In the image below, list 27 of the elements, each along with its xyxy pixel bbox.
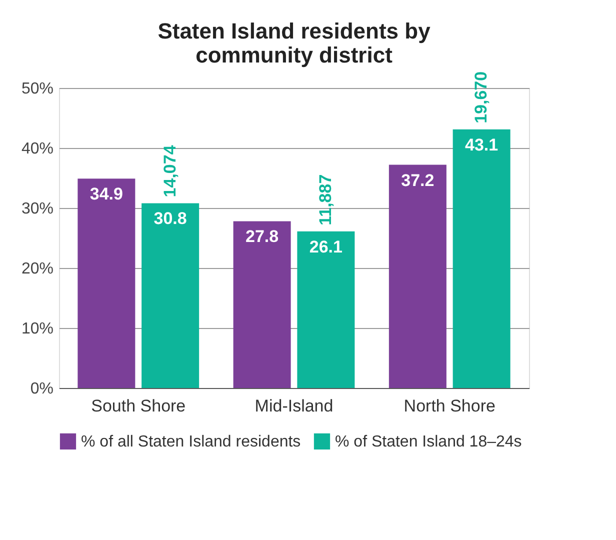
annotation: 14,074 <box>160 144 180 198</box>
x-tick-label: Mid-Island <box>254 396 334 416</box>
data-label: 43.1 <box>465 135 498 154</box>
bar <box>297 231 355 388</box>
bar <box>142 203 200 388</box>
legend-label: % of Staten Island 18–24s <box>335 433 522 450</box>
annotation: 11,887 <box>316 174 335 226</box>
chart-title: Staten Island residents by community district <box>158 18 432 68</box>
legend-label: % of all Staten Island residents <box>81 433 301 450</box>
y-tick-label: 20% <box>21 260 54 278</box>
data-label: 37.2 <box>401 170 434 190</box>
y-tick-label: 10% <box>21 320 54 338</box>
bar <box>78 178 136 388</box>
y-tick-label: 40% <box>21 140 54 158</box>
y-tick-label: 30% <box>21 200 54 218</box>
data-label: 30.8 <box>154 209 187 228</box>
bar <box>388 164 446 388</box>
y-tick-label: 0% <box>30 380 54 398</box>
bar <box>233 221 291 388</box>
data-label: 26.1 <box>309 237 342 256</box>
data-label: 34.9 <box>90 184 123 204</box>
annotation: 19,670 <box>472 71 491 124</box>
bar <box>452 129 510 388</box>
data-label: 27.8 <box>246 227 279 246</box>
y-tick-label: 50% <box>21 80 54 98</box>
x-tick-label: South Shore <box>91 396 186 416</box>
x-tick-label: North Shore <box>404 396 496 416</box>
